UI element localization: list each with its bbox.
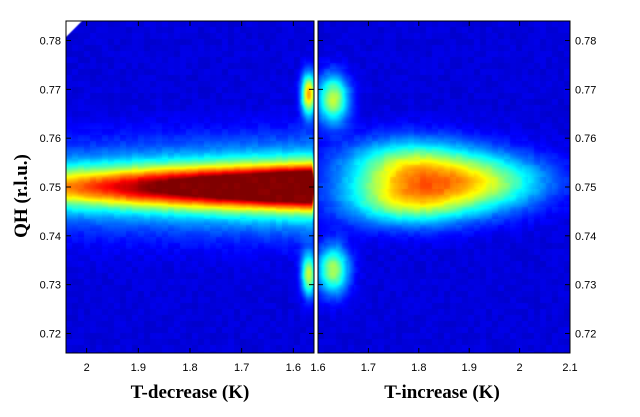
right-x-tick-label: 2 <box>517 362 523 374</box>
left-y-tick-label: 0.73 <box>40 280 61 292</box>
right-y-tick-label: 0.75 <box>575 182 596 194</box>
right-x-axis-label: T-increase (K) <box>384 382 500 403</box>
right-y-tick-label: 0.74 <box>575 231 596 243</box>
left-y-tick-label: 0.75 <box>40 182 61 194</box>
right-y-tick-label: 0.72 <box>575 328 596 340</box>
right-y-tick-label: 0.73 <box>575 280 596 292</box>
right-heatmap-image <box>318 21 570 353</box>
left-x-tick-label: 1.9 <box>131 362 146 374</box>
right-y-tick-label: 0.78 <box>575 36 596 48</box>
left-y-tick-label: 0.78 <box>40 36 61 48</box>
right-x-tick-label: 1.6 <box>310 362 325 374</box>
left-y-tick-label: 0.77 <box>40 84 61 96</box>
right-x-tick-label: 1.9 <box>462 362 477 374</box>
right-x-tick-label: 1.8 <box>411 362 426 374</box>
right-x-tick-label: 2.1 <box>562 362 577 374</box>
left-x-axis-label: T-decrease (K) <box>131 382 250 403</box>
left-x-tick-label: 1.6 <box>286 362 301 374</box>
right-heatmap-panel: 1.6 1.7 1.8 1.9 2 2.1 0.72 0.73 0.74 0.75 0.76 0.77… <box>310 20 596 374</box>
right-x-tick-label: 1.7 <box>361 362 376 374</box>
right-y-tick-label: 0.77 <box>575 84 596 96</box>
right-y-tick-label: 0.76 <box>575 133 596 145</box>
left-x-tick-label: 1.7 <box>234 362 249 374</box>
left-x-tick-label: 1.8 <box>182 362 197 374</box>
left-x-tick-label: 2 <box>84 362 90 374</box>
left-y-tick-label: 0.76 <box>40 133 61 145</box>
left-heatmap-image <box>66 21 314 353</box>
left-y-tick-label: 0.74 <box>40 231 61 243</box>
left-y-tick-label: 0.72 <box>40 328 61 340</box>
y-axis-label: QH (r.l.u.) <box>11 154 32 238</box>
left-heatmap-panel: 2 1.9 1.8 1.7 1.6 0.72 0.73 0.74 0.75 0.76 0.77 0.7… <box>40 20 315 374</box>
